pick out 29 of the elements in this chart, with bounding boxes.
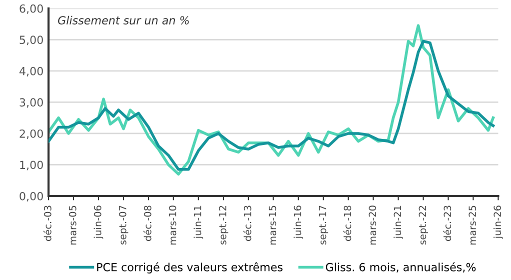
- x-tick-label: sept.-12: [218, 206, 228, 244]
- x-tick-label: déc.-13: [243, 206, 252, 241]
- text: Glissement sur un an %: [58, 16, 189, 25]
- y-tick-label: 4,00: [19, 66, 43, 76]
- x-tick-label: déc.-23: [443, 206, 452, 241]
- x-tick-label: sept.-17: [318, 206, 328, 244]
- x-tick-label: mars-20: [368, 206, 376, 245]
- x-tick-label: juin-11: [194, 206, 204, 239]
- x-tick-label: déc.-03: [43, 206, 52, 241]
- y-tick-label: 0,00: [20, 192, 43, 202]
- x-tick-label: juin-06: [94, 206, 104, 239]
- y-tick-label: 5,00: [20, 36, 43, 46]
- y-tick-label: 6,00: [20, 4, 43, 14]
- x-tick-label: déc.-18: [343, 206, 352, 241]
- x-tick-label: juin-26: [494, 206, 503, 239]
- x-tick-label: sept.-22: [418, 206, 428, 244]
- x-tick-label: juin-21: [394, 206, 404, 239]
- x-tick-label: mars-05: [68, 206, 76, 245]
- x-tick-label: mars-15: [268, 206, 276, 245]
- x-tick-label: mars-25: [468, 206, 476, 245]
- y-tick-label: 2,00: [20, 129, 43, 139]
- y-tick-label: 3,00: [20, 98, 43, 108]
- x-tick-label: déc.-08: [143, 206, 152, 241]
- y-tick-label: 1,00: [20, 160, 43, 170]
- x-tick-label: mars-10: [168, 206, 176, 245]
- x-tick-label: juin-16: [294, 206, 304, 239]
- legend-label: Gliss. 6 mois, annualisés,%: [326, 262, 476, 272]
- x-tick-label: sept.-07: [118, 206, 128, 244]
- legend-label: PCE corrigé des valeurs extrêmes: [97, 262, 283, 274]
